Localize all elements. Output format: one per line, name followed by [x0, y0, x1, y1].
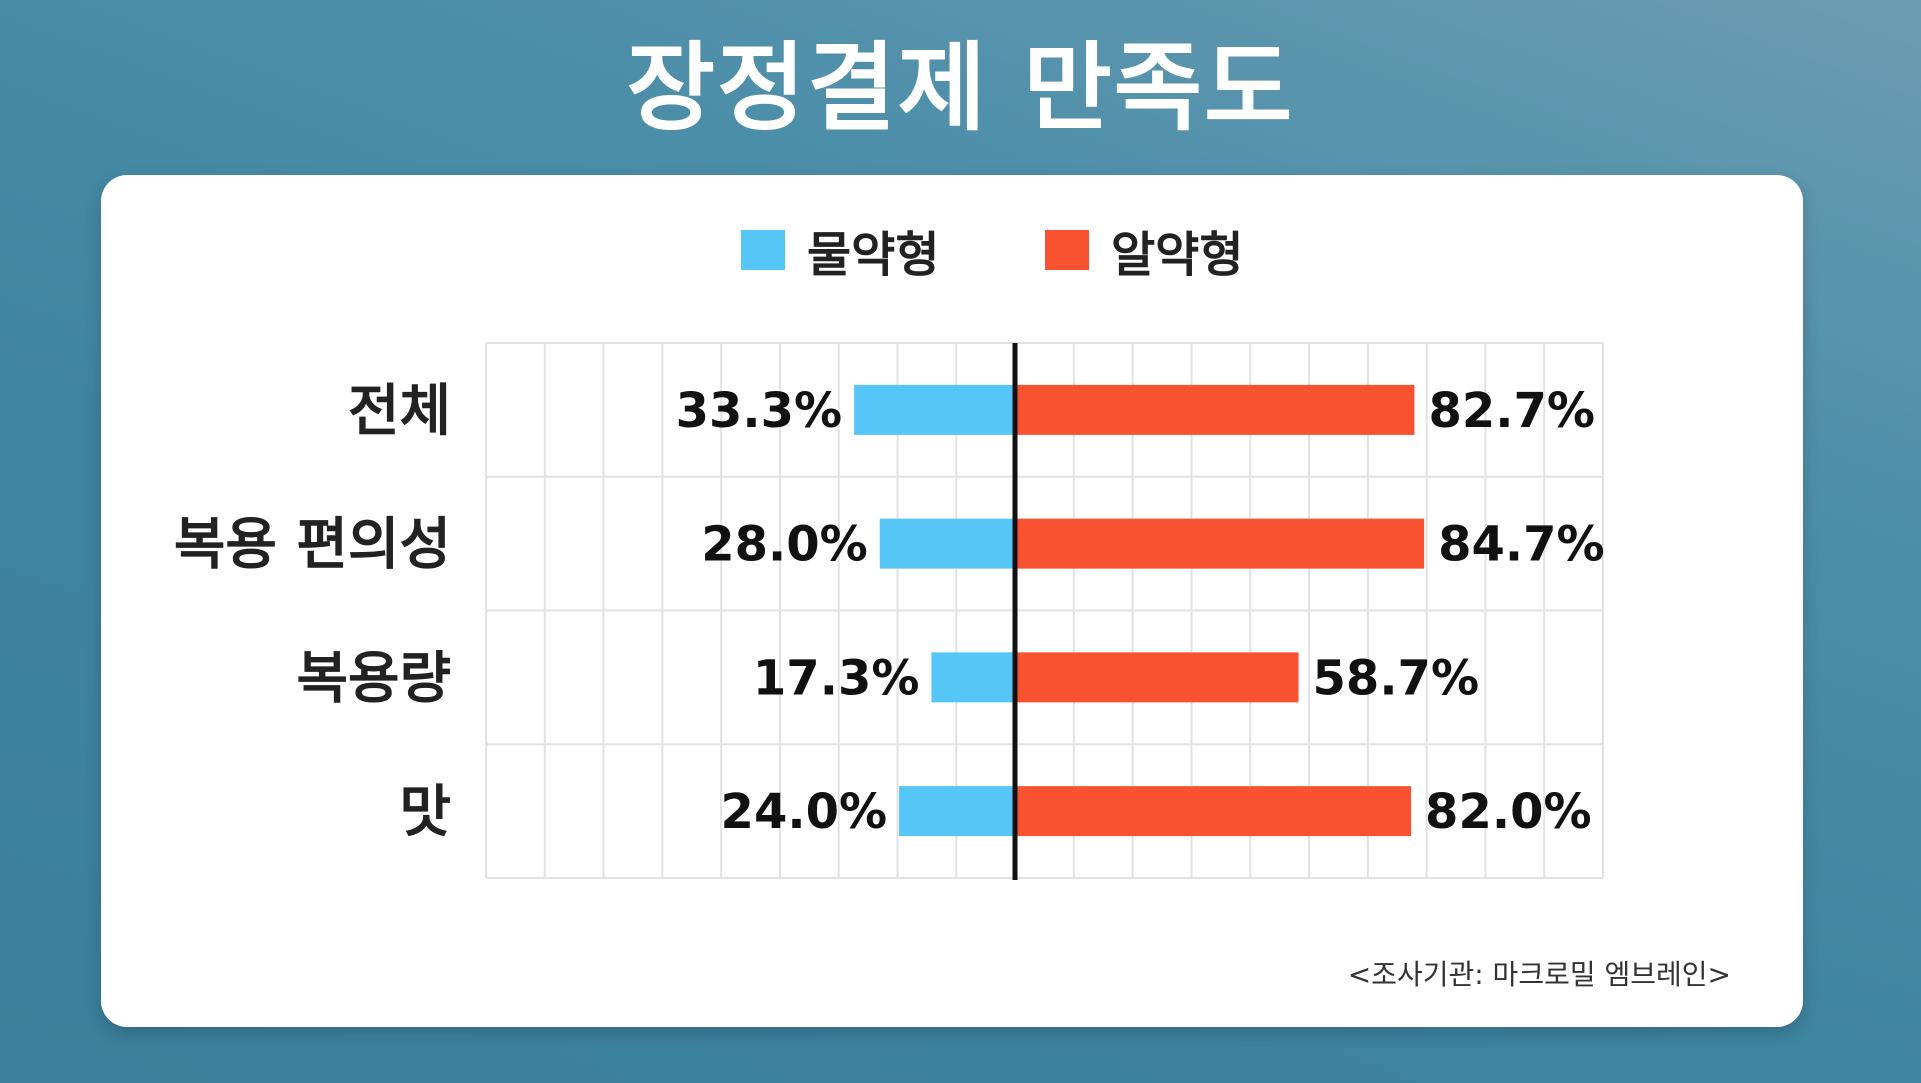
diverging-bar-chart: 전체 33.3% 82.7% 복용 편의성 28.0% 84.7% 복용량 17.3% 58.7…: [174, 342, 1605, 880]
data-label-water-type: 24.0%: [721, 784, 888, 840]
data-label-tablet-type: 82.7%: [1428, 383, 1595, 439]
legend-label-tablet: 알약형: [1111, 227, 1244, 283]
bar-water-type: [899, 786, 1015, 837]
chart-card: 물약형 알약형 전체 33.3% 82.7% 복용 편의성 28.0% 84.7% 복용량 1…: [101, 175, 1803, 1027]
data-label-tablet-type: 82.0%: [1425, 784, 1592, 840]
bar-water-type: [879, 518, 1015, 569]
legend-item-water: 물약형: [741, 215, 939, 285]
legend-item-tablet: 알약형: [1045, 215, 1243, 285]
chart-title: 장정결제 만족도: [626, 32, 1295, 144]
bar-water-type: [931, 652, 1015, 703]
data-label-water-type: 33.3%: [676, 383, 843, 439]
bar-water-type: [854, 384, 1015, 435]
legend-label-water: 물약형: [807, 227, 940, 283]
legend-swatch-water: [741, 230, 785, 270]
bar-tablet-type: [1015, 518, 1425, 569]
legend: 물약형 알약형: [101, 215, 1803, 285]
category-label: 전체: [348, 379, 451, 444]
bar-tablet-type: [1015, 652, 1299, 703]
category-label: 복용 편의성: [174, 513, 451, 578]
data-label-water-type: 17.3%: [753, 650, 920, 706]
legend-swatch-tablet: [1045, 230, 1089, 270]
category-label: 맛: [399, 780, 451, 845]
bar-tablet-type: [1015, 384, 1415, 435]
data-label-water-type: 28.0%: [701, 517, 868, 573]
source-note: <조사기관: 마크로밀 엠브레인>: [1347, 958, 1731, 991]
bar-tablet-type: [1015, 786, 1412, 837]
data-label-tablet-type: 58.7%: [1313, 650, 1480, 706]
data-label-tablet-type: 84.7%: [1438, 517, 1605, 573]
category-label: 복용량: [296, 646, 451, 711]
